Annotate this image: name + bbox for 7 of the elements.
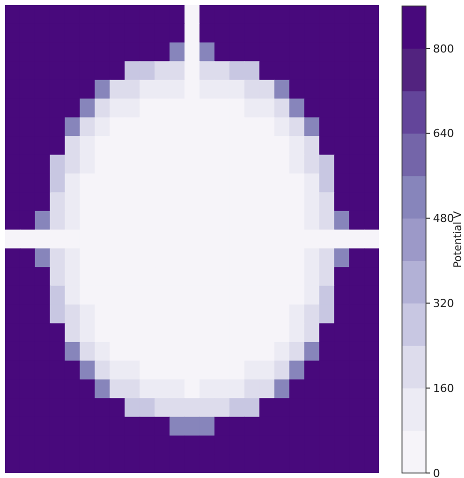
color-bar-label: 640	[433, 127, 454, 140]
color-bar-label: 160	[433, 382, 454, 395]
color-bar-label: 0	[433, 466, 440, 478]
color-bar-title: Potential V	[452, 210, 464, 268]
color-bar-label: 800	[433, 42, 454, 56]
color-bar-label: 480	[433, 212, 454, 226]
color-bar-label: 320	[433, 297, 454, 310]
